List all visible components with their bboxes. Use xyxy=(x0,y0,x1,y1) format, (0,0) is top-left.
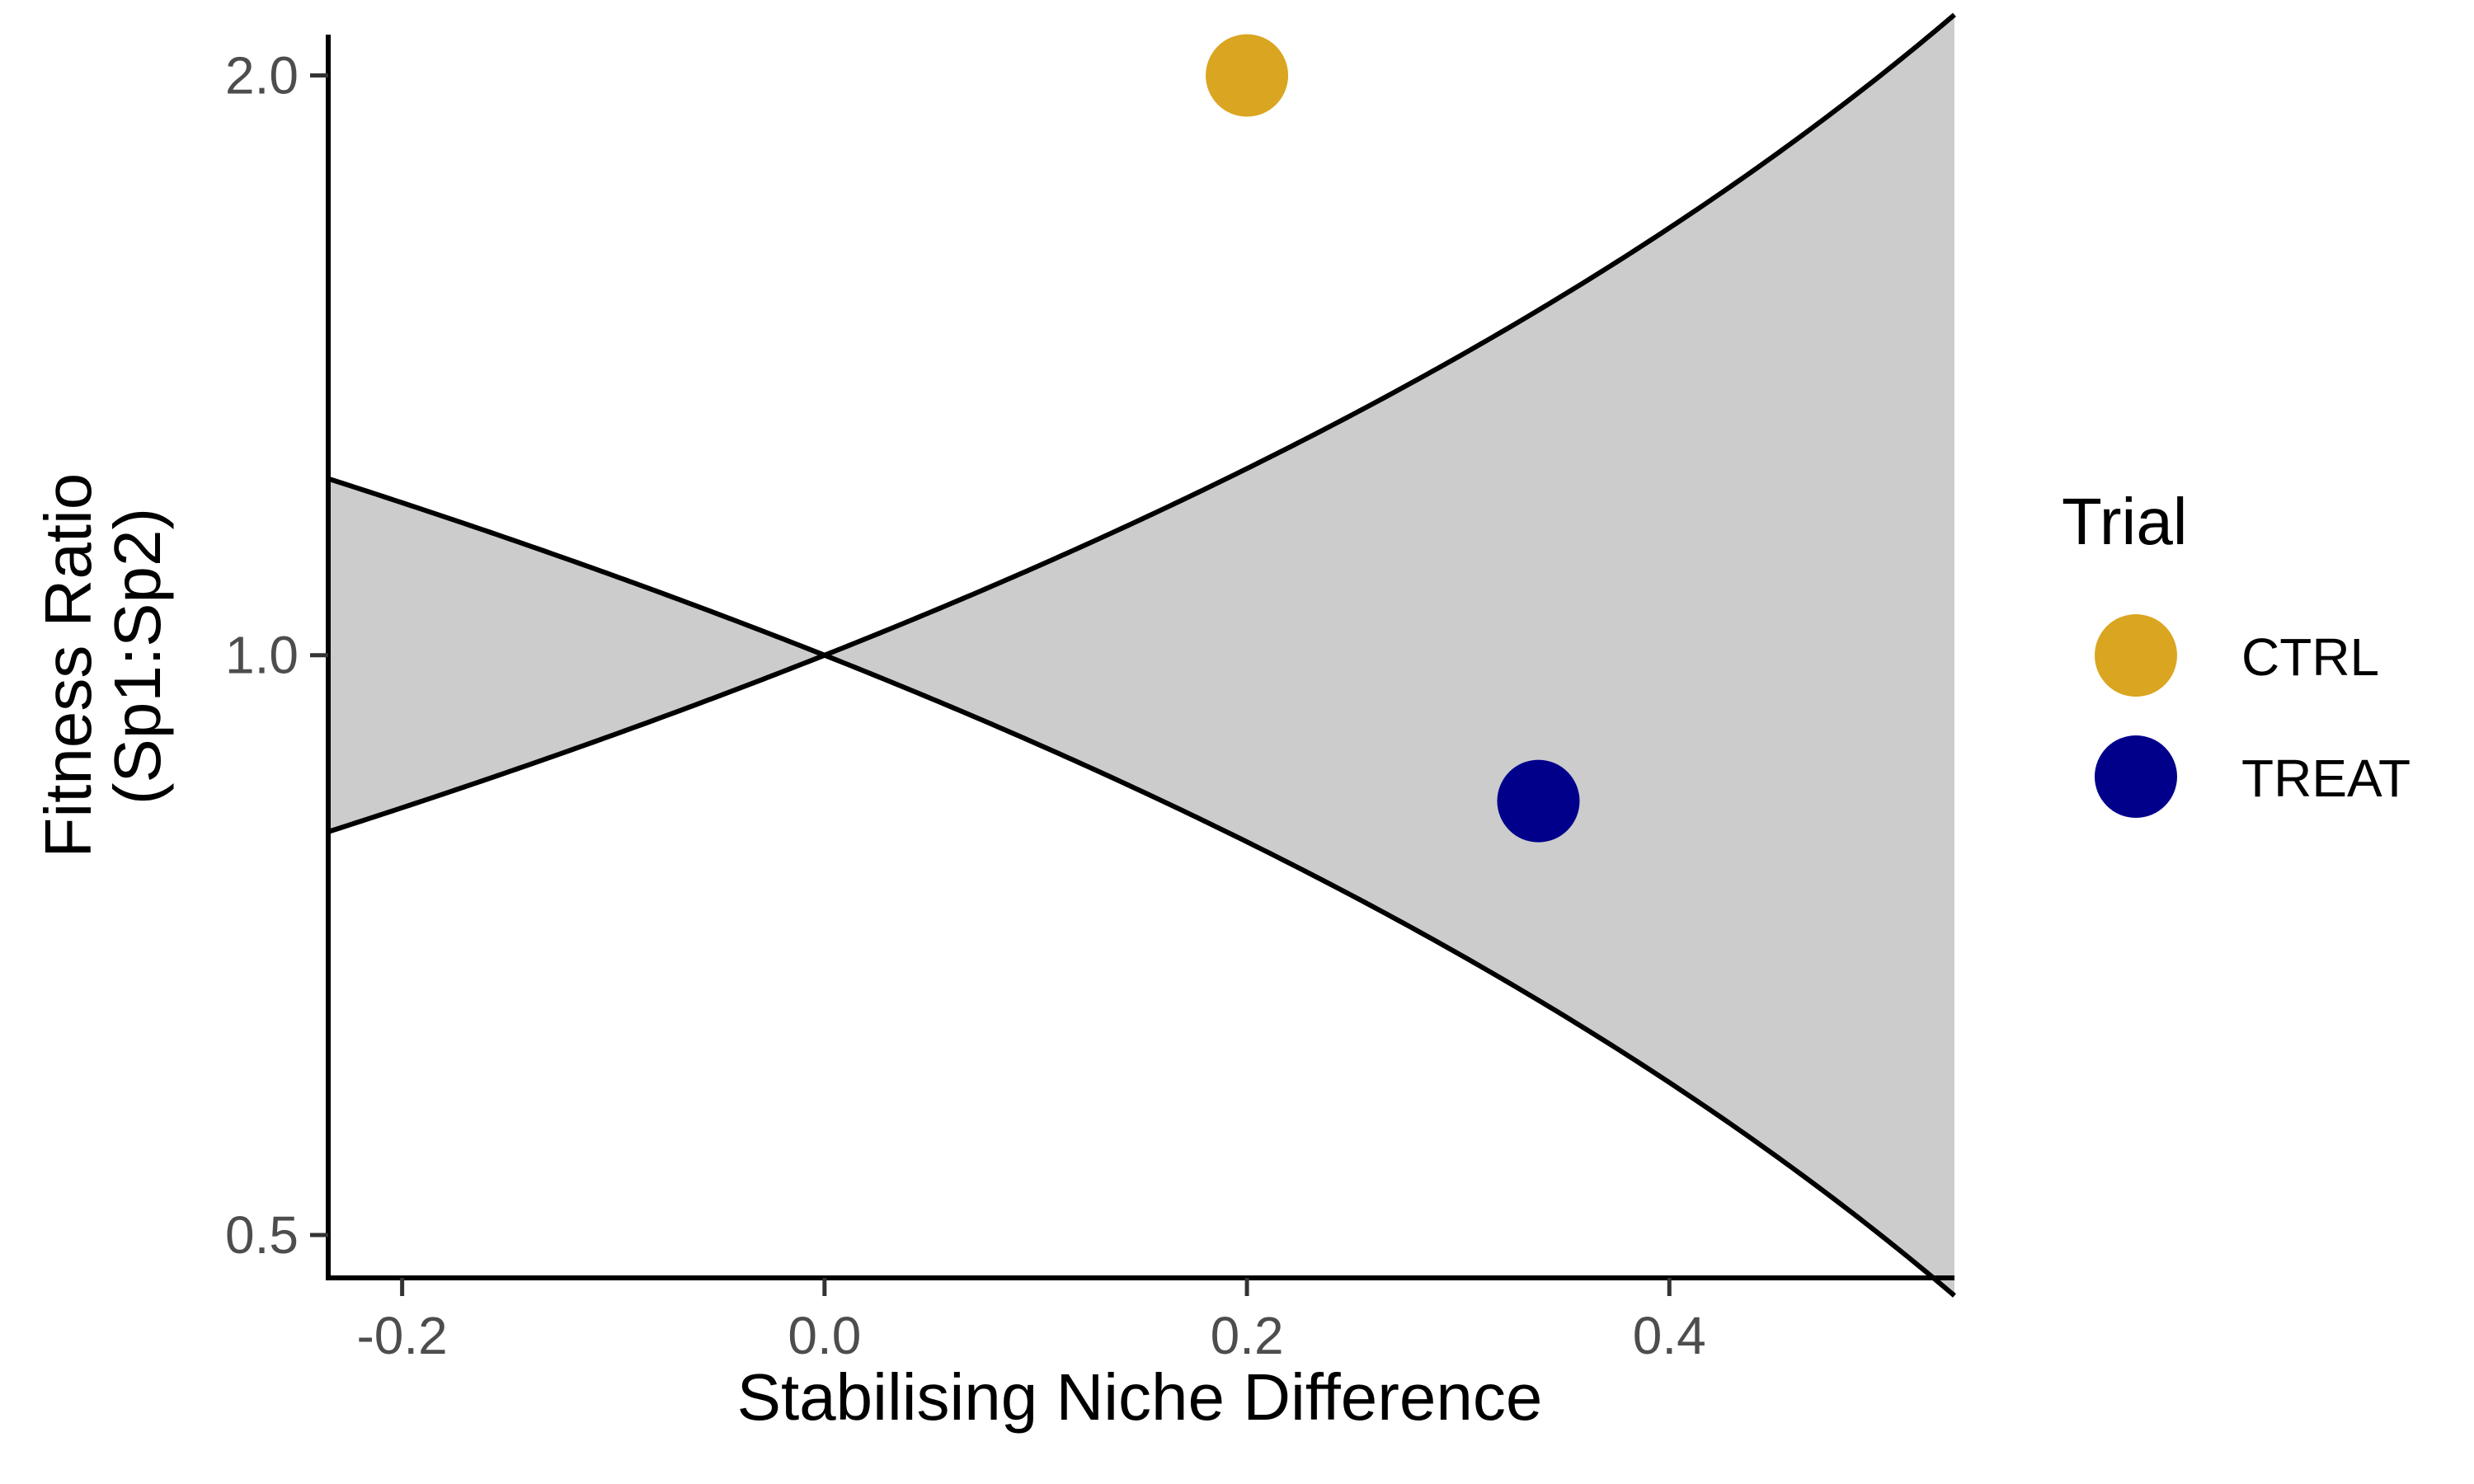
legend-label-treat: TREAT xyxy=(2241,749,2411,808)
y-axis-title-line-2: (Sp1:Sp2) xyxy=(101,508,174,805)
x-axis-title: Stabilising Niche Difference xyxy=(737,1360,1543,1434)
legend-title: Trial xyxy=(2062,485,2188,558)
y-tick-label: 0.5 xyxy=(225,1205,299,1265)
y-axis-title: Fitness Ratio (Sp1:Sp2) xyxy=(31,454,174,857)
x-tick-label: 0.2 xyxy=(1211,1306,1284,1365)
plot-area xyxy=(327,12,1956,1298)
y-tick-label: 1.0 xyxy=(225,626,299,685)
x-tick-label: -0.2 xyxy=(356,1306,447,1365)
y-axis-title-line-1: Fitness Ratio xyxy=(31,473,105,858)
lower-boundary-line xyxy=(327,476,1956,1298)
coexistence-region xyxy=(328,14,1954,1296)
legend: Trial CTRL TREAT xyxy=(2062,485,2411,818)
upper-boundary-line xyxy=(327,12,1956,834)
data-point-ctrl xyxy=(1206,34,1289,117)
legend-key-treat xyxy=(2095,735,2177,818)
axes: -0.2 0.0 0.2 0.4 0.5 1.0 2.0 xyxy=(225,35,1954,1365)
x-tick-label: 0.4 xyxy=(1633,1306,1706,1365)
legend-label-ctrl: CTRL xyxy=(2241,627,2379,687)
legend-key-ctrl xyxy=(2095,614,2177,697)
x-tick-label: 0.0 xyxy=(788,1306,861,1365)
data-point-treat xyxy=(1497,759,1580,843)
y-tick-label: 2.0 xyxy=(225,45,299,105)
